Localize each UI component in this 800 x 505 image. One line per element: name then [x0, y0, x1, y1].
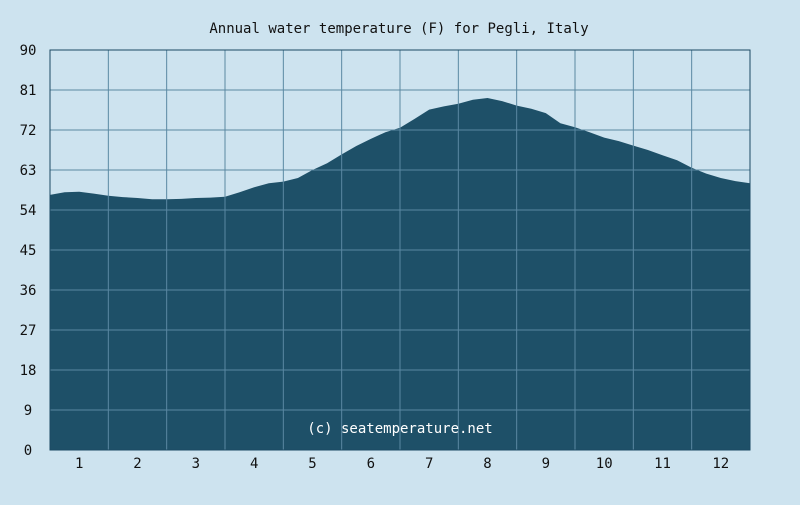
x-tick-label: 12 [712, 456, 729, 472]
y-tick-label: 36 [20, 283, 37, 299]
x-tick-label: 8 [483, 456, 491, 472]
y-tick-label: 45 [20, 243, 37, 259]
x-tick-label: 3 [192, 456, 200, 472]
y-tick-label: 18 [20, 363, 37, 379]
y-tick-label: 27 [20, 323, 37, 339]
x-tick-label: 10 [596, 456, 613, 472]
x-tick-label: 9 [542, 456, 550, 472]
x-tick-label: 5 [308, 456, 316, 472]
chart-credit-annotation: (c) seatemperature.net [307, 421, 492, 437]
y-tick-label: 0 [24, 443, 32, 459]
x-tick-label: 11 [654, 456, 671, 472]
plot-frame [49, 49, 751, 451]
x-axis-ticks: 1 2 3 4 5 6 7 8 9 10 11 12 [75, 456, 729, 472]
x-tick-label: 7 [425, 456, 433, 472]
grid-lines [50, 50, 750, 450]
y-tick-label: 54 [20, 203, 37, 219]
y-tick-label: 63 [20, 163, 37, 179]
y-tick-label: 72 [20, 123, 37, 139]
x-tick-label: 6 [367, 456, 375, 472]
y-tick-label: 9 [24, 403, 32, 419]
x-tick-label: 2 [133, 456, 141, 472]
y-tick-label: 90 [20, 43, 37, 59]
chart-title: Annual water temperature (F) for Pegli, … [209, 21, 588, 37]
y-axis-ticks: 0 9 18 27 36 45 54 63 72 81 90 [20, 43, 37, 459]
x-tick-label: 1 [75, 456, 83, 472]
y-tick-label: 81 [20, 83, 37, 99]
x-tick-label: 4 [250, 456, 258, 472]
